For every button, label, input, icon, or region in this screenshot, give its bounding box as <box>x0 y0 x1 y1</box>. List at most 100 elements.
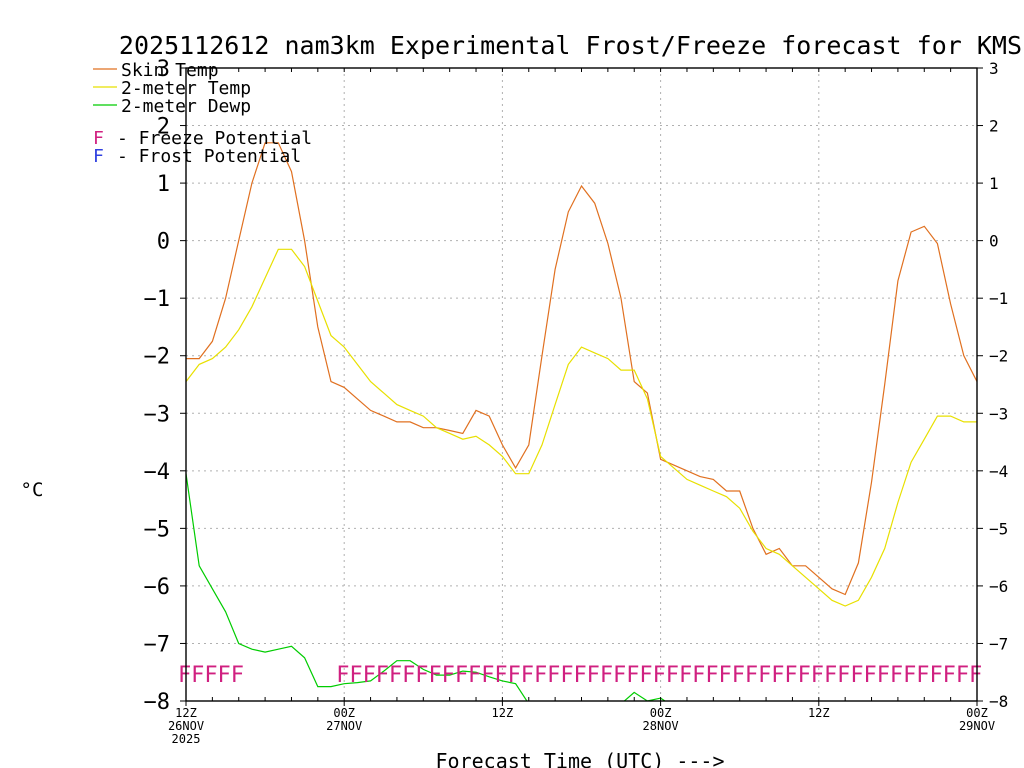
freeze-potential-marker: F <box>916 663 929 688</box>
y-tick-label-left: 2 <box>157 115 170 140</box>
freeze-potential-marker: F <box>468 663 481 688</box>
freeze-potential-marker: F <box>639 663 652 688</box>
freeze-potential-marker: F <box>363 663 376 688</box>
freeze-potential-marker: F <box>705 663 718 688</box>
freeze-potential-marker: F <box>389 663 402 688</box>
y-tick-label-left: −7 <box>144 632 171 657</box>
x-tick-label: 28NOV <box>643 719 679 733</box>
x-tick-label: 12Z <box>175 706 197 720</box>
y-tick-label-right: −5 <box>989 519 1008 538</box>
freeze-potential-marker: F <box>218 663 231 688</box>
freeze-potential-marker: F <box>494 663 507 688</box>
freeze-potential-marker: F <box>877 663 890 688</box>
freeze-potential-marker: F <box>969 663 982 688</box>
x-axis-label: Forecast Time (UTC) ---> <box>436 749 725 768</box>
freeze-potential-marker: F <box>613 663 626 688</box>
y-tick-label-left: −6 <box>144 575 171 600</box>
y-tick-label-right: 3 <box>989 59 999 78</box>
freeze-potential-marker: F <box>415 663 428 688</box>
freeze-potential-marker: F <box>784 663 797 688</box>
freeze-potential-marker: F <box>231 663 244 688</box>
freeze-potential-marker: F <box>560 663 573 688</box>
y-tick-label-right: 2 <box>989 117 999 136</box>
freeze-potential-marker: F <box>943 663 956 688</box>
freeze-potential-marker: F <box>798 663 811 688</box>
freeze-potential-marker: F <box>890 663 903 688</box>
chart-title: 2025112612 nam3km Experimental Frost/Fre… <box>119 31 1024 60</box>
series-line-2-meter-dewp <box>186 473 667 701</box>
y-tick-label-right: 0 <box>989 232 999 251</box>
y-tick-label-right: −3 <box>989 404 1008 423</box>
freeze-potential-marker: F <box>719 663 732 688</box>
x-tick-label: 00Z <box>650 706 672 720</box>
freeze-potential-marker: F <box>837 663 850 688</box>
freeze-potential-marker: F <box>376 663 389 688</box>
series-legend: Skin Temp 2-meter Temp 2-meter Dewp F - … <box>93 60 312 167</box>
x-tick-label: 29NOV <box>959 719 995 733</box>
freeze-potential-marker: F <box>428 663 441 688</box>
freeze-potential-marker: F <box>732 663 745 688</box>
series-line-2-meter-temp <box>186 248 977 607</box>
freeze-potential-marker: F <box>349 663 362 688</box>
freeze-potential-marker: F <box>811 663 824 688</box>
series-line-skin-temp <box>186 142 977 596</box>
freeze-potential-marker: F <box>508 663 521 688</box>
y-tick-label-left: −3 <box>144 402 171 427</box>
y-tick-label-left: −1 <box>144 287 171 312</box>
freeze-potential-marker: F <box>574 663 587 688</box>
freeze-potential-marker: F <box>600 663 613 688</box>
y-tick-label-right: −7 <box>989 634 1008 653</box>
freeze-potential-marker: F <box>679 663 692 688</box>
freeze-potential-marker: F <box>587 663 600 688</box>
x-tick-label: 12Z <box>492 706 514 720</box>
freeze-potential-marker: F <box>481 663 494 688</box>
freeze-potential-marker: F <box>692 663 705 688</box>
y-tick-label-left: −5 <box>144 517 171 542</box>
legend-label-2m-dewp: 2-meter Dewp <box>121 96 251 117</box>
freeze-potential-marker: F <box>771 663 784 688</box>
y-tick-label-left: 0 <box>157 230 170 255</box>
freeze-potential-marker: F <box>336 663 349 688</box>
x-tick-label: 27NOV <box>326 719 362 733</box>
x-tick-label: 00Z <box>333 706 355 720</box>
freeze-potential-marker: F <box>653 663 666 688</box>
y-tick-label-right: −1 <box>989 289 1008 308</box>
frost-potential-legend-letter: F <box>93 146 104 167</box>
freeze-potential-marker: F <box>824 663 837 688</box>
freeze-potential-legend-text: - Freeze Potential <box>117 128 312 149</box>
freeze-potential-marker: F <box>521 663 534 688</box>
axis-ticks: −8 −8 −7 −7 −6 −6 −5 −5 −4 −4 −3 −3 −2 −2 −1 −1 0 0 1 1 2 2 3 3… <box>144 57 1009 746</box>
y-tick-label-right: −2 <box>989 347 1008 366</box>
freeze-potential-marker: F <box>204 663 217 688</box>
y-tick-label-left: −2 <box>144 345 171 370</box>
series-lines <box>186 142 977 701</box>
freeze-potential-marker: F <box>864 663 877 688</box>
y-tick-label-right: −4 <box>989 462 1008 481</box>
y-tick-label-right: −8 <box>989 692 1008 711</box>
freeze-potential-marker: F <box>850 663 863 688</box>
legend-label-2m-temp: 2-meter Temp <box>121 78 251 99</box>
freeze-potential-marker: F <box>442 663 455 688</box>
x-tick-label: 00Z <box>966 706 988 720</box>
freeze-potential-marker: F <box>178 663 191 688</box>
y-tick-label-left: 3 <box>157 57 170 82</box>
x-tick-label: 26NOV <box>168 719 204 733</box>
y-tick-label-left: −8 <box>144 690 171 715</box>
y-tick-label-right: 1 <box>989 174 999 193</box>
legend-label-skin-temp: Skin Temp <box>121 60 219 81</box>
freeze-potential-marker: F <box>191 663 204 688</box>
freeze-potential-marker: F <box>666 663 679 688</box>
freeze-potential-marker: F <box>534 663 547 688</box>
freeze-potential-marker: F <box>903 663 916 688</box>
frost-potential-legend-text: - Frost Potential <box>117 146 301 167</box>
freeze-potential-marker: F <box>547 663 560 688</box>
y-axis-label: °C <box>21 479 44 501</box>
y-tick-label-left: −4 <box>144 460 171 485</box>
freeze-potential-marker: F <box>929 663 942 688</box>
y-tick-label-left: 1 <box>157 172 170 197</box>
freeze-potential-marker: F <box>758 663 771 688</box>
x-tick-label: 12Z <box>808 706 830 720</box>
